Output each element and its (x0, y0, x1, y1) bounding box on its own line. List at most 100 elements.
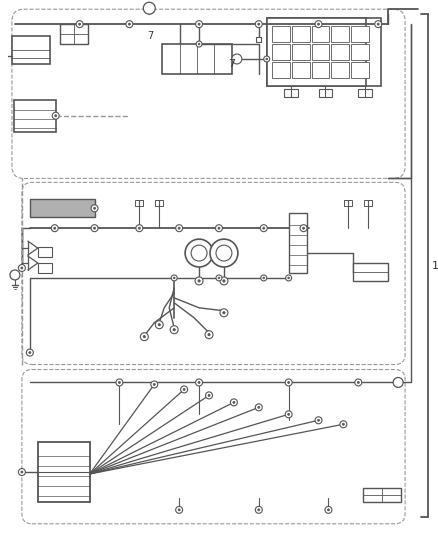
Bar (343, 200, 352, 206)
Bar (291, 62, 309, 78)
Circle shape (196, 41, 201, 47)
Circle shape (317, 419, 319, 421)
Circle shape (257, 406, 259, 408)
Circle shape (300, 225, 306, 232)
Circle shape (198, 382, 200, 384)
Bar (38, 247, 52, 257)
Circle shape (126, 21, 133, 28)
Bar (363, 488, 400, 502)
Bar (331, 26, 349, 42)
Circle shape (263, 56, 269, 62)
Circle shape (374, 21, 381, 28)
Circle shape (29, 352, 31, 353)
Bar (14, 100, 56, 132)
Text: 1: 1 (431, 261, 438, 271)
Circle shape (195, 379, 202, 386)
Circle shape (205, 392, 212, 399)
Bar (291, 44, 309, 60)
Bar (311, 26, 328, 42)
Circle shape (392, 377, 402, 387)
Circle shape (207, 334, 210, 336)
Bar (60, 24, 88, 44)
Bar (331, 62, 349, 78)
Circle shape (324, 506, 331, 513)
Circle shape (53, 227, 56, 229)
Circle shape (91, 205, 98, 212)
Bar (271, 26, 289, 42)
Bar (357, 89, 371, 97)
Circle shape (314, 417, 321, 424)
Bar (30, 199, 94, 217)
Circle shape (178, 227, 180, 229)
Circle shape (128, 23, 130, 25)
Circle shape (255, 506, 261, 513)
Circle shape (21, 471, 23, 473)
Circle shape (314, 21, 321, 28)
Text: 7: 7 (147, 31, 153, 41)
Circle shape (135, 225, 142, 232)
Bar (38, 442, 89, 502)
Circle shape (153, 383, 155, 385)
Circle shape (173, 277, 175, 279)
Circle shape (217, 227, 219, 229)
Circle shape (175, 225, 182, 232)
Circle shape (118, 382, 120, 384)
Bar (135, 200, 143, 206)
Circle shape (339, 421, 346, 428)
Circle shape (194, 277, 203, 285)
Circle shape (287, 382, 289, 384)
Bar (266, 18, 380, 86)
Bar (155, 200, 163, 206)
Bar (350, 62, 368, 78)
Bar (291, 26, 309, 42)
Circle shape (143, 2, 155, 14)
Circle shape (287, 413, 289, 415)
Circle shape (18, 469, 25, 475)
Circle shape (191, 245, 207, 261)
Circle shape (231, 54, 241, 64)
Circle shape (150, 381, 157, 388)
Circle shape (185, 239, 212, 267)
Circle shape (78, 23, 81, 25)
Bar (288, 213, 306, 273)
Circle shape (285, 379, 291, 386)
Circle shape (55, 115, 57, 117)
Circle shape (222, 280, 225, 282)
Circle shape (51, 225, 58, 232)
Circle shape (302, 227, 304, 229)
Circle shape (138, 227, 140, 229)
Bar (318, 89, 332, 97)
Circle shape (260, 225, 267, 232)
Circle shape (171, 275, 177, 281)
Circle shape (215, 245, 231, 261)
Circle shape (232, 401, 234, 403)
Bar (350, 26, 368, 42)
Circle shape (155, 321, 163, 329)
Circle shape (327, 509, 329, 511)
Circle shape (255, 21, 261, 28)
Bar (256, 37, 261, 42)
Circle shape (357, 382, 359, 384)
Circle shape (26, 349, 33, 356)
Circle shape (52, 112, 59, 119)
Bar (266, 18, 365, 86)
Circle shape (21, 267, 23, 269)
Circle shape (91, 225, 98, 232)
Circle shape (265, 58, 267, 60)
Bar (271, 62, 289, 78)
Circle shape (287, 277, 289, 279)
Circle shape (218, 277, 219, 279)
Circle shape (262, 227, 264, 229)
Circle shape (10, 270, 20, 280)
Circle shape (195, 21, 202, 28)
Bar (283, 89, 297, 97)
Circle shape (376, 23, 378, 25)
Circle shape (205, 330, 212, 338)
Circle shape (116, 379, 123, 386)
Circle shape (76, 21, 83, 28)
Circle shape (285, 275, 291, 281)
Circle shape (354, 379, 361, 386)
Circle shape (170, 326, 178, 334)
Circle shape (285, 411, 291, 418)
Bar (162, 44, 231, 74)
